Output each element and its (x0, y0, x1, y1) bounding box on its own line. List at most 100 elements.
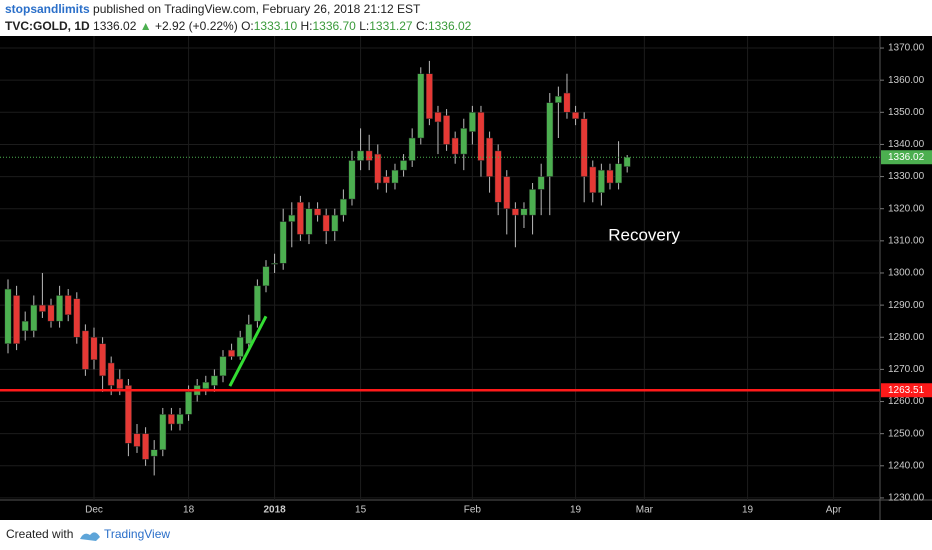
candle-body (451, 137, 459, 155)
y-tick-label: 1350.00 (888, 107, 925, 118)
candle-body (56, 295, 64, 322)
candle-body (13, 295, 21, 344)
candle-body (468, 112, 476, 132)
candle-body (511, 208, 519, 216)
candle-body (64, 295, 72, 316)
l-label: L: (359, 19, 369, 33)
x-tick-label: 19 (570, 505, 582, 516)
candle-body (494, 150, 502, 203)
candle-body (606, 169, 614, 184)
candle-body (219, 356, 227, 377)
y-tick-label: 1370.00 (888, 43, 925, 54)
candle-body (460, 128, 468, 155)
candle-body (348, 160, 356, 200)
candle-body (245, 324, 253, 344)
candle-body (382, 176, 390, 184)
candle-body (21, 320, 29, 332)
y-tick-label: 1340.00 (888, 139, 925, 150)
candle-body (503, 176, 511, 209)
x-tick-label: 15 (355, 505, 367, 516)
c-label: C: (416, 19, 428, 33)
symbol-line: TVC:GOLD, 1D 1336.02 ▲ +2.92 (+0.22%) O:… (5, 19, 472, 33)
candle-body (90, 337, 98, 360)
footer-logo (80, 532, 100, 541)
x-tick-label: Dec (85, 505, 103, 516)
candle-body (202, 381, 210, 389)
published: published on TradingView.com, February 2… (93, 2, 421, 16)
author: stopsandlimits (5, 2, 90, 16)
x-tick-label: Apr (826, 505, 842, 516)
footer-brand: TradingView (104, 527, 170, 541)
candle-body (253, 285, 261, 322)
last-price-box (881, 150, 932, 165)
candle-body (563, 92, 571, 113)
y-tick-label: 1330.00 (888, 171, 925, 182)
candle-body (580, 118, 588, 177)
candle-body (339, 198, 347, 216)
plot: 1230.00 1240.00 1250.00 1260.00 1270.00 1280.… (0, 36, 932, 516)
y-tick-label: 1260.00 (888, 396, 925, 407)
candle-body (279, 221, 287, 264)
candle-body (81, 330, 89, 370)
candle-body (210, 375, 218, 386)
y-tick-label: 1240.00 (888, 460, 925, 471)
y-tick-label: 1290.00 (888, 300, 925, 311)
candle-body (4, 288, 12, 344)
y-tick-label: 1320.00 (888, 203, 925, 214)
change: +2.92 (+0.22%) (155, 19, 238, 33)
candle-body (537, 176, 545, 190)
y-tick-label: 1300.00 (888, 268, 925, 279)
candle-body (133, 433, 141, 447)
candle-body (443, 115, 451, 145)
candle-body (529, 189, 537, 216)
candle-body (271, 263, 279, 265)
y-tick-label: 1360.00 (888, 75, 925, 86)
candle-body (176, 414, 184, 425)
h-label: H: (300, 19, 312, 33)
candle-body (597, 169, 605, 193)
candle-body (288, 214, 296, 222)
candle-body (477, 112, 485, 161)
candle-body (374, 153, 382, 184)
o-value: 1333.10 (254, 19, 298, 33)
y-tick-label: 1270.00 (888, 364, 925, 375)
candle-body (305, 208, 313, 235)
x-tick-label: 19 (742, 505, 754, 516)
x-tick-label: Feb (464, 505, 482, 516)
candle-body (185, 391, 193, 415)
candle-body (520, 208, 528, 216)
header-line: stopsandlimits published on TradingView.… (5, 2, 421, 16)
candle-body (623, 156, 631, 167)
candle-body (150, 449, 158, 457)
plot-background (0, 36, 932, 520)
annotation: Recovery (608, 226, 680, 245)
trend-line (228, 315, 268, 387)
y-tick-label: 1310.00 (888, 235, 925, 246)
candle-body (357, 150, 365, 161)
candle-body (408, 137, 416, 161)
l-value: 1331.27 (369, 19, 413, 33)
candle-body (322, 214, 330, 232)
candle-body (116, 378, 124, 389)
candle-body (228, 349, 236, 357)
candle-body (142, 433, 150, 460)
symbol: TVC:GOLD, 1D (5, 19, 90, 33)
candle-body (124, 385, 132, 444)
candle-body (236, 337, 244, 357)
logo (80, 532, 100, 541)
candle-body (262, 266, 270, 287)
y-tick-label: 1230.00 (888, 493, 925, 504)
support-label: 1263.51 (888, 385, 925, 396)
c-value: 1336.02 (428, 19, 472, 33)
candle-body (417, 73, 425, 139)
support-label-box (881, 383, 932, 398)
candle-body (99, 343, 107, 377)
y-tick-label: 1250.00 (888, 428, 925, 439)
candle-body (391, 169, 399, 184)
arrow: ▲ (140, 19, 152, 33)
h-value: 1336.70 (312, 19, 356, 33)
candle-body (73, 298, 81, 338)
x-tick-label: Mar (636, 505, 654, 516)
last-price-label: 1336.02 (888, 152, 925, 163)
candle-body (331, 214, 339, 232)
